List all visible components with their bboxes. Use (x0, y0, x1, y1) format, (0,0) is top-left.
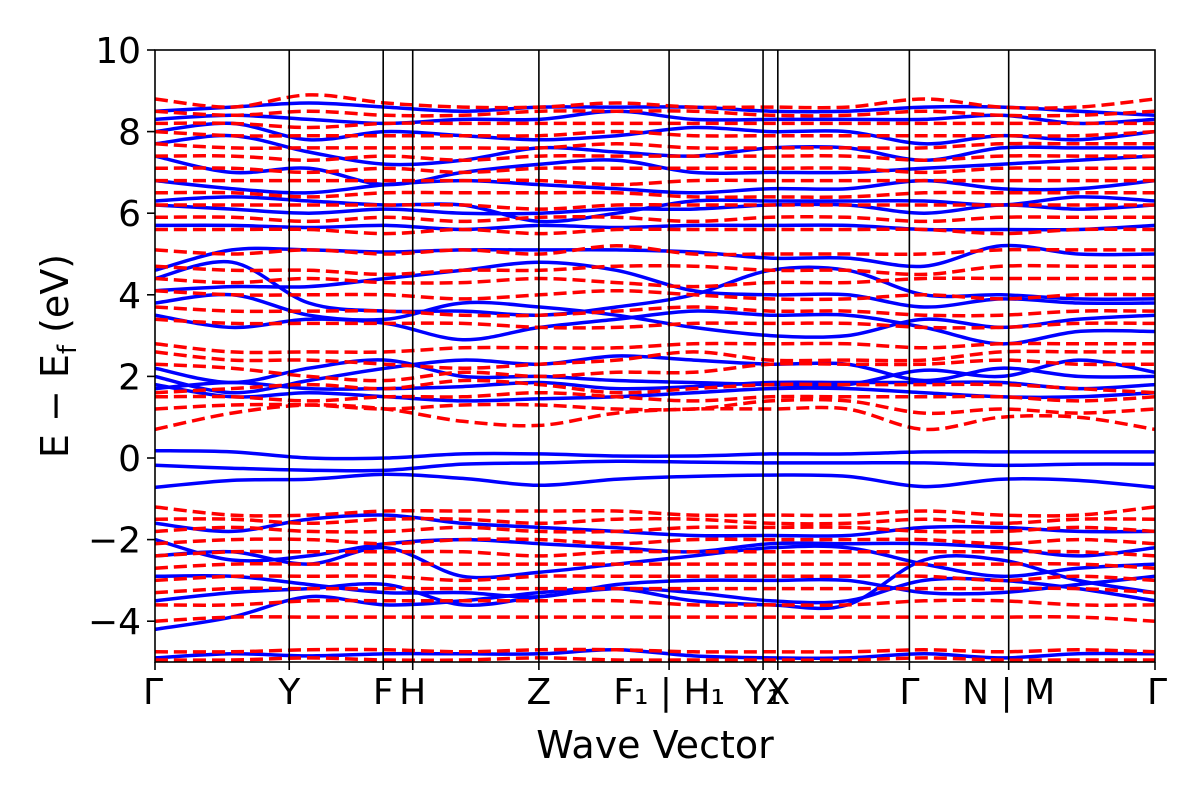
dashed-band-10 (155, 276, 1155, 289)
y-tick-label-7: 10 (95, 31, 141, 72)
plot-frame (154, 49, 1156, 663)
dashed-band-18 (155, 166, 1155, 175)
y-tick-label-1: −2 (88, 521, 141, 562)
solid-band-13 (155, 354, 1155, 395)
dashed-band-19 (155, 154, 1155, 162)
dashed-band-5 (155, 349, 1155, 370)
y-tick-label-3: 2 (118, 357, 141, 398)
x-tick-label-2: F (373, 672, 394, 713)
y-tick-label-0: −4 (88, 602, 141, 643)
dashed-band-11 (155, 263, 1155, 277)
dashed-band-22 (155, 121, 1155, 130)
dashed-band-21 (155, 129, 1155, 138)
y-tick-label-6: 8 (118, 113, 141, 154)
x-tick-label-3: H (399, 672, 426, 713)
dashed-band-35 (155, 647, 1155, 654)
x-tick-label-4: Z (527, 672, 552, 713)
x-axis-title: Wave Vector (536, 723, 774, 767)
dashed-band-17 (155, 178, 1155, 187)
solid-band-12 (155, 358, 1155, 388)
dashed-band-25 (155, 505, 1155, 518)
x-tick-label-8: Γ (899, 672, 919, 713)
solid-band-26 (155, 109, 1155, 126)
y-axis: −4 −2 0 2 4 6 8 10 (88, 31, 155, 643)
x-tick-label-9: N | M (962, 672, 1055, 713)
dashed-band-9 (155, 288, 1155, 302)
x-axis: Γ Y F H Z F₁ | H₁ Y₁X Γ N | M Γ (143, 662, 1167, 713)
solid-band-19 (155, 223, 1155, 232)
dashed-band-8 (155, 305, 1155, 318)
dashed-band-34 (155, 615, 1155, 623)
y-tick-label-5: 6 (118, 194, 141, 235)
dashed-band-2 (155, 390, 1155, 403)
x-tick-label-6: Y₁ (744, 672, 781, 713)
solid-band-0 (155, 472, 1155, 490)
dashed-band-28 (155, 537, 1155, 546)
solid-band-17 (155, 259, 1155, 318)
dashed-band-16 (155, 190, 1155, 199)
dashed-band-12 (155, 244, 1155, 257)
dashed-band-14 (155, 215, 1155, 224)
x-tick-label-5: F₁ | H₁ (613, 672, 725, 713)
dashed-band-32 (155, 586, 1155, 595)
solid-band-2 (155, 448, 1155, 461)
solid-band-8 (155, 573, 1155, 599)
bands-layer (155, 93, 1155, 662)
solid-band-10 (155, 380, 1155, 391)
dashed-band-6 (155, 341, 1155, 355)
solid-band-7 (155, 513, 1155, 538)
dashed-band-30 (155, 562, 1155, 570)
y-axis-title-subscript: f (53, 344, 83, 354)
x-tick-label-1: Y (277, 672, 301, 713)
solid-band-23 (155, 154, 1155, 187)
dashed-band-29 (155, 549, 1155, 558)
dashed-band-3 (155, 378, 1155, 395)
dashed-band-20 (155, 141, 1155, 150)
y-axis-title: E − Ef (eV) (33, 254, 83, 458)
dashed-band-24 (155, 93, 1155, 110)
dashed-band-23 (155, 109, 1155, 118)
dashed-band-26 (155, 516, 1155, 526)
x-tick-label-10: Γ (1147, 672, 1167, 713)
dashed-band-27 (155, 525, 1155, 534)
solid-band-4 (155, 554, 1155, 632)
x-tick-label-7: X (765, 672, 790, 713)
solid-band-22 (155, 178, 1155, 195)
high-symmetry-lines (288, 50, 1010, 662)
dashed-band-36 (155, 656, 1155, 662)
dashed-band-15 (155, 202, 1155, 211)
solid-band-1 (155, 459, 1155, 473)
dashed-band-1 (155, 397, 1155, 416)
dashed-band-31 (155, 574, 1155, 583)
y-tick-label-2: 0 (118, 439, 141, 480)
dashed-band-33 (155, 598, 1155, 607)
y-tick-label-4: 4 (118, 276, 141, 317)
x-tick-label-0: Γ (143, 672, 163, 713)
dashed-band-7 (155, 317, 1155, 330)
dashed-band-13 (155, 227, 1155, 236)
dashed-band-4 (155, 358, 1155, 383)
